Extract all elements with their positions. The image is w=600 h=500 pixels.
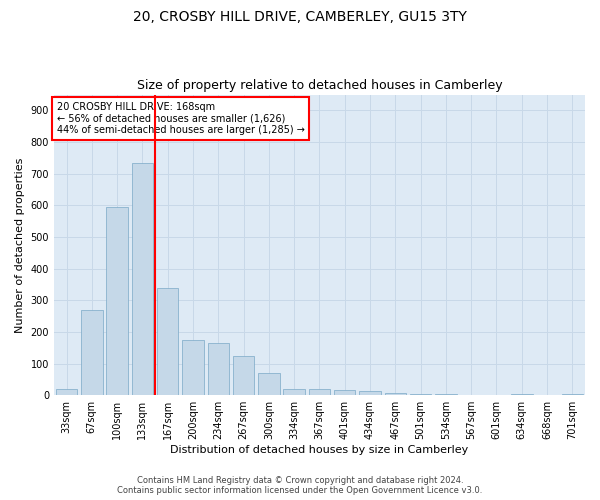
Bar: [359, 392, 381, 395]
Bar: [410, 394, 431, 395]
X-axis label: Distribution of detached houses by size in Camberley: Distribution of detached houses by size …: [170, 445, 469, 455]
Bar: [385, 392, 406, 395]
Bar: [157, 288, 178, 395]
Text: 20 CROSBY HILL DRIVE: 168sqm
← 56% of detached houses are smaller (1,626)
44% of: 20 CROSBY HILL DRIVE: 168sqm ← 56% of de…: [56, 102, 304, 136]
Text: Contains HM Land Registry data © Crown copyright and database right 2024.
Contai: Contains HM Land Registry data © Crown c…: [118, 476, 482, 495]
Y-axis label: Number of detached properties: Number of detached properties: [15, 157, 25, 332]
Bar: [208, 343, 229, 395]
Bar: [460, 394, 482, 395]
Bar: [258, 373, 280, 395]
Bar: [334, 390, 355, 395]
Bar: [562, 394, 583, 395]
Bar: [81, 310, 103, 395]
Bar: [182, 340, 204, 395]
Bar: [511, 394, 533, 395]
Title: Size of property relative to detached houses in Camberley: Size of property relative to detached ho…: [137, 79, 502, 92]
Bar: [233, 356, 254, 395]
Bar: [106, 207, 128, 395]
Text: 20, CROSBY HILL DRIVE, CAMBERLEY, GU15 3TY: 20, CROSBY HILL DRIVE, CAMBERLEY, GU15 3…: [133, 10, 467, 24]
Bar: [435, 394, 457, 395]
Bar: [283, 389, 305, 395]
Bar: [56, 389, 77, 395]
Bar: [536, 394, 558, 395]
Bar: [131, 162, 153, 395]
Bar: [486, 394, 507, 395]
Bar: [309, 389, 330, 395]
